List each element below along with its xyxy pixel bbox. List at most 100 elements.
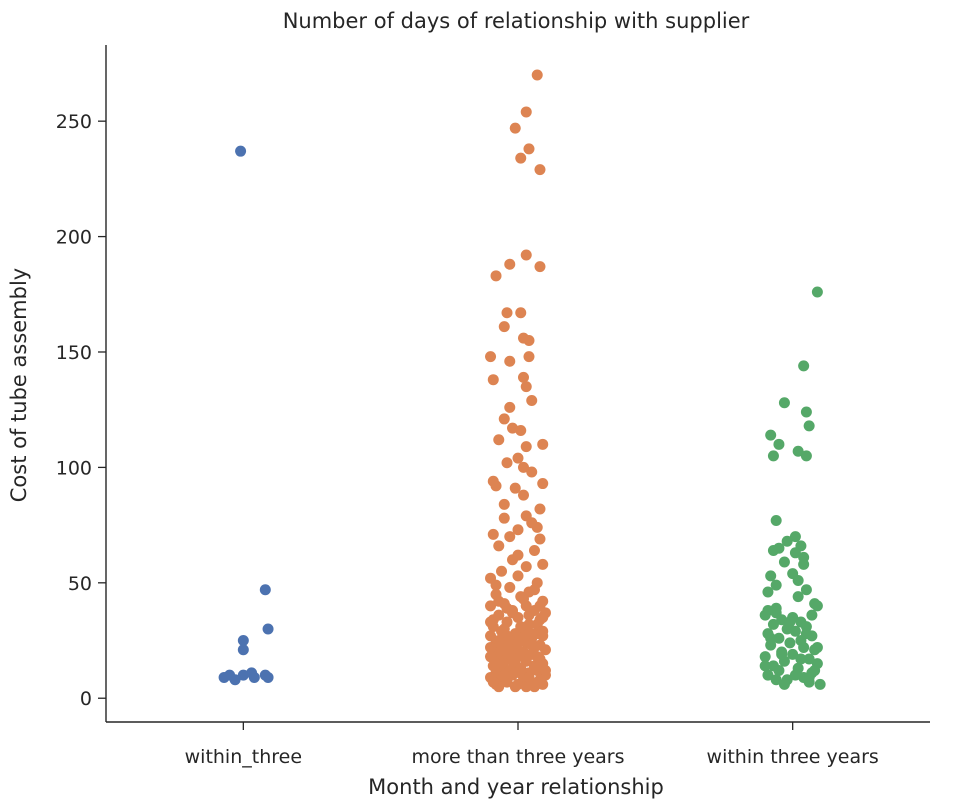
data-point	[803, 653, 815, 665]
data-point	[523, 671, 535, 683]
data-point	[496, 644, 508, 656]
data-point	[237, 644, 249, 656]
data-point	[759, 609, 771, 621]
data-point	[501, 307, 513, 319]
data-point	[493, 540, 505, 552]
data-point	[504, 355, 516, 367]
data-point	[520, 106, 532, 118]
data-point	[784, 616, 796, 628]
data-point	[229, 674, 241, 686]
data-point	[237, 669, 249, 681]
data-point	[493, 635, 505, 647]
data-point	[811, 286, 823, 298]
data-point	[806, 609, 818, 621]
data-point	[534, 164, 546, 176]
data-point	[811, 641, 823, 653]
data-point	[515, 621, 527, 633]
data-point	[498, 512, 510, 524]
data-point	[490, 658, 502, 670]
data-point	[759, 660, 771, 672]
data-point	[526, 466, 538, 478]
data-point	[773, 665, 785, 677]
data-point	[523, 609, 535, 621]
data-point	[770, 674, 782, 686]
data-point	[262, 671, 274, 683]
x-tick-label: more than three years	[411, 746, 624, 768]
data-point	[493, 434, 505, 446]
data-point	[759, 651, 771, 663]
data-point	[537, 611, 549, 623]
data-point	[509, 122, 521, 134]
data-point	[798, 641, 810, 653]
data-point	[537, 558, 549, 570]
data-point	[517, 593, 529, 605]
data-point	[526, 394, 538, 406]
data-point	[490, 480, 502, 492]
data-point	[534, 600, 546, 612]
data-point	[515, 152, 527, 164]
data-point	[789, 669, 801, 681]
data-point	[507, 655, 519, 667]
data-point	[534, 660, 546, 672]
data-point	[523, 334, 535, 346]
data-point	[765, 570, 777, 582]
data-point	[798, 558, 810, 570]
data-point	[792, 445, 804, 457]
data-point	[515, 424, 527, 436]
data-point	[762, 586, 774, 598]
data-point	[504, 401, 516, 413]
data-point	[501, 602, 513, 614]
data-point	[515, 307, 527, 319]
data-point	[520, 381, 532, 393]
data-point	[776, 648, 788, 660]
data-point	[512, 570, 524, 582]
data-point	[765, 429, 777, 441]
data-point	[776, 614, 788, 626]
data-point	[800, 628, 812, 640]
data-point	[531, 651, 543, 663]
data-point	[789, 547, 801, 559]
data-point	[485, 641, 497, 653]
data-point	[537, 478, 549, 490]
data-point	[537, 438, 549, 450]
data-point	[537, 678, 549, 690]
y-tick-label: 250	[56, 111, 92, 133]
data-point	[534, 503, 546, 515]
data-point	[512, 637, 524, 649]
data-point	[789, 531, 801, 543]
data-point	[490, 579, 502, 591]
data-point	[485, 600, 497, 612]
x-tick-label: within_three	[185, 746, 302, 768]
data-point	[778, 556, 790, 568]
data-point	[778, 397, 790, 409]
data-point	[539, 644, 551, 656]
data-point	[237, 635, 249, 647]
data-point	[501, 630, 513, 642]
data-point	[504, 531, 516, 543]
data-point	[493, 595, 505, 607]
data-point	[773, 438, 785, 450]
data-point	[523, 143, 535, 155]
data-point	[789, 625, 801, 637]
data-point	[509, 482, 521, 494]
data-point	[526, 639, 538, 651]
data-point	[218, 671, 230, 683]
data-point	[531, 521, 543, 533]
data-point	[498, 669, 510, 681]
data-point	[498, 321, 510, 333]
data-point	[770, 514, 782, 526]
data-point	[767, 450, 779, 462]
data-point	[795, 653, 807, 665]
data-point	[487, 374, 499, 386]
data-point	[504, 258, 516, 270]
data-point	[520, 681, 532, 693]
data-point	[512, 452, 524, 464]
y-tick-label: 50	[68, 573, 92, 595]
data-point	[800, 450, 812, 462]
data-point	[501, 457, 513, 469]
data-point	[485, 351, 497, 363]
data-point	[520, 561, 532, 573]
data-point	[778, 678, 790, 690]
y-axis-label: Cost of tube assembly	[7, 268, 31, 502]
